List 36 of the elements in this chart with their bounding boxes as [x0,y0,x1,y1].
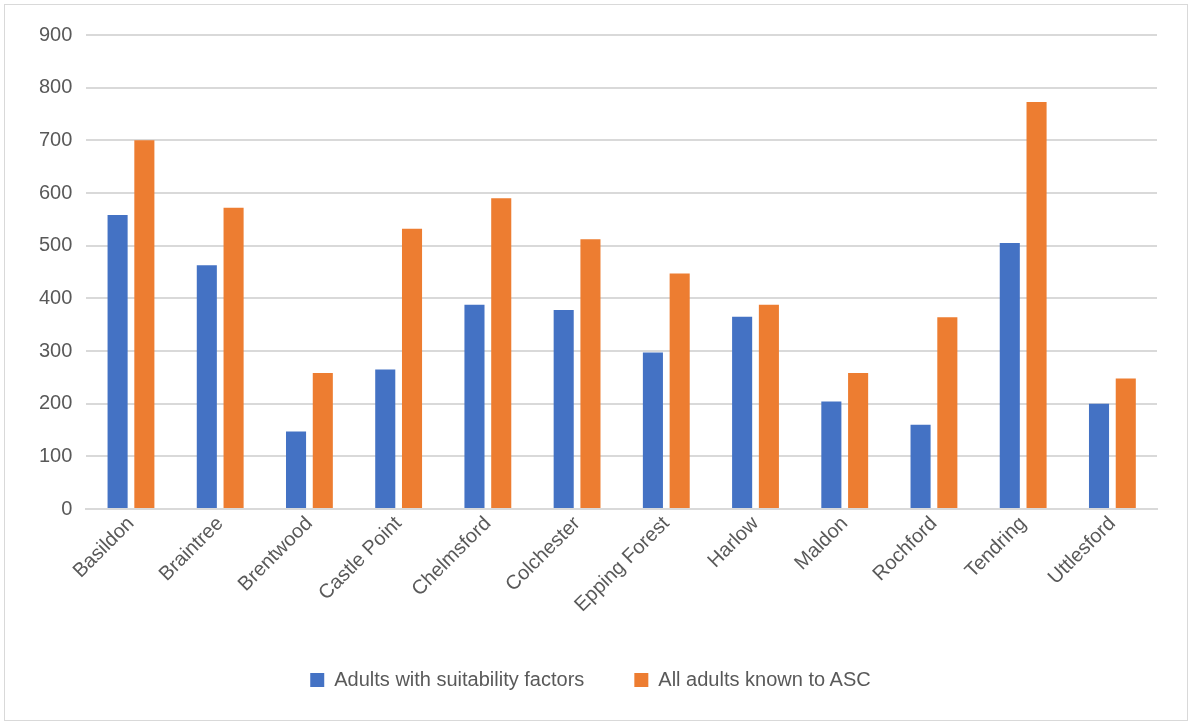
bar [732,316,753,508]
y-tick-label: 500 [38,233,73,256]
bar [758,304,779,508]
y-tick-label: 300 [38,338,73,361]
bar [848,373,869,508]
bar [642,352,663,508]
bar [553,309,574,508]
bar [1115,378,1136,508]
y-tick-label: 0 [61,496,73,519]
y-tick-label: 600 [38,180,73,203]
y-tick-label: 200 [38,391,73,414]
bar [669,273,690,508]
legend-label: Adults with suitability factors [334,667,585,690]
y-tick-label: 800 [38,75,73,98]
bar [196,265,217,508]
bar [312,373,333,508]
y-tick-label: 100 [38,443,73,466]
bar [999,243,1020,508]
y-tick-label: 900 [38,22,73,45]
legend-label: All adults known to ASC [658,667,871,690]
bar [223,207,244,508]
bar [910,424,931,508]
bar [491,198,512,508]
bar [286,431,307,508]
bar [1088,403,1110,508]
y-tick-label: 700 [38,127,73,150]
bar [821,401,842,508]
bar [580,239,601,508]
bar [375,369,396,508]
bar [134,140,155,508]
bar [1026,101,1047,508]
bar [937,317,958,508]
bar [107,215,128,508]
bar [464,304,485,508]
y-tick-label: 400 [38,285,73,308]
bar [401,228,423,508]
